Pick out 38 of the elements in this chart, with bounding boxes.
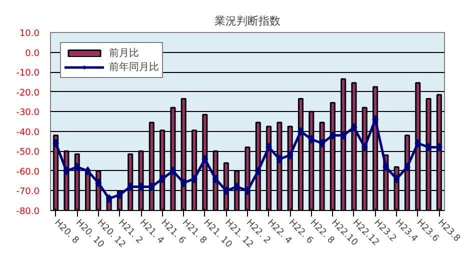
y-tick-label: -80.0 [16, 207, 40, 217]
point [74, 162, 80, 172]
point [127, 182, 134, 192]
point [286, 150, 294, 160]
point [63, 166, 70, 176]
point [425, 142, 432, 152]
y-tick-label: -10.0 [16, 68, 40, 79]
point [244, 186, 251, 196]
y-tick-label: 10.0 [19, 29, 40, 39]
y-tick-label: -20.0 [16, 88, 40, 98]
point [340, 130, 347, 140]
legend-label: 前月比 [109, 46, 139, 60]
point [276, 154, 283, 164]
y-tick-label: -30.0 [16, 108, 40, 118]
y-tick-label: -60.0 [16, 167, 40, 178]
point [170, 166, 176, 176]
chart-title: 業況判断指数 [214, 14, 280, 28]
point [308, 134, 315, 144]
y-tick-label: -40.0 [16, 128, 40, 138]
point [212, 174, 219, 184]
point [138, 182, 144, 192]
point [393, 174, 400, 184]
point [318, 138, 326, 148]
point [350, 122, 358, 132]
point [254, 166, 262, 176]
point [382, 162, 390, 172]
legend-label: 前年同月比 [109, 60, 159, 74]
point [202, 154, 208, 164]
point [95, 178, 102, 188]
point [361, 142, 368, 152]
point [106, 194, 112, 204]
y-tick-label: -70.0 [16, 187, 40, 198]
y-tick-label: 0.0 [25, 48, 40, 59]
point [180, 178, 187, 188]
point [148, 182, 155, 192]
point [234, 182, 240, 192]
point [414, 138, 422, 148]
y-tick-label: -50.0 [16, 148, 40, 158]
